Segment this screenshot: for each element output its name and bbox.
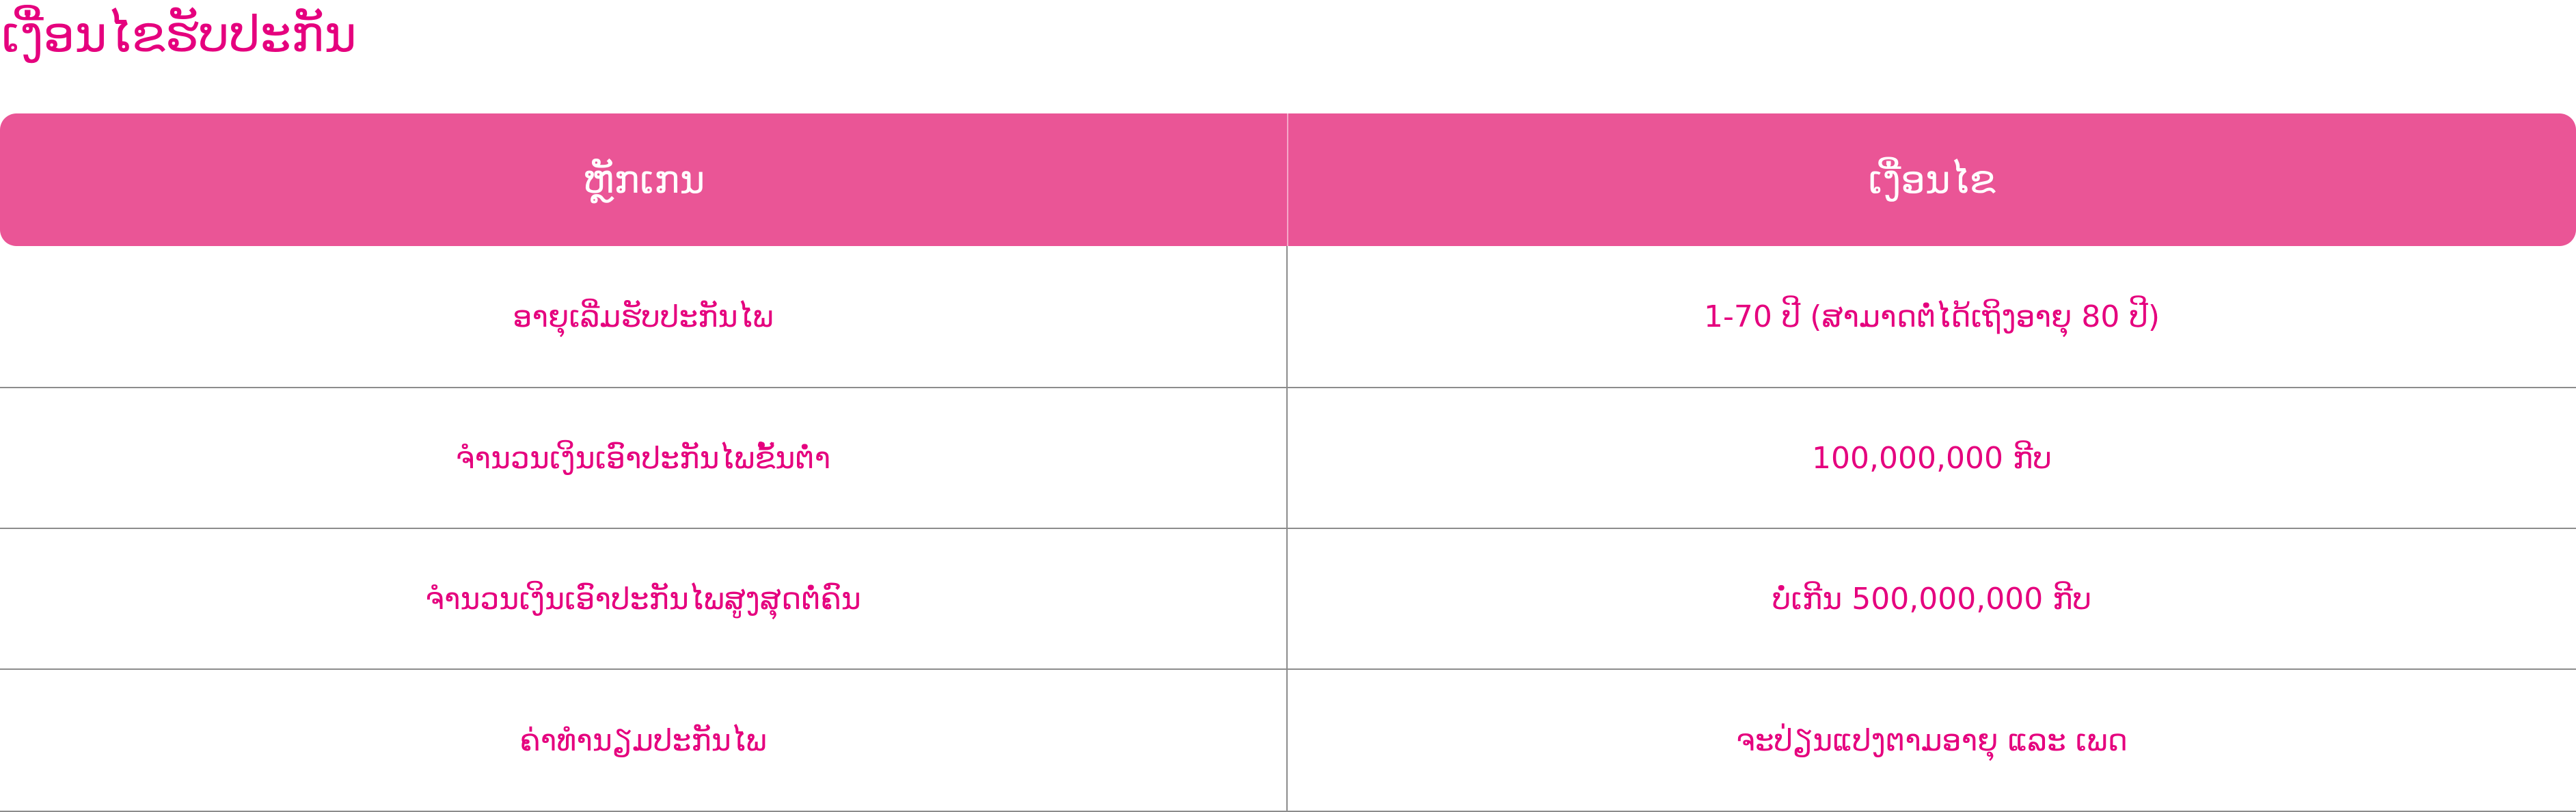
criteria-cell: ຈຳນວນເງິນເອົາປະກັນໄພສູງສຸດຕໍ່ຄົນ (0, 529, 1288, 668)
table-body: ອາຍຸເລີ່ມຮັບປະກັນໄພ 1-70 ປີ (ສາມາດຕໍ່ໄດ້… (0, 246, 2576, 812)
table-row: ຈຳນວນເງິນເອົາປະກັນໄພຂັ້ນຕ່ຳ 100,000,000 … (0, 388, 2576, 529)
criteria-cell: ອາຍຸເລີ່ມຮັບປະກັນໄພ (0, 246, 1288, 387)
table-header-row: ຫຼັກເກນ ເງື່ອນໄຂ (0, 113, 2576, 246)
header-divider (1287, 113, 1288, 246)
table-row: ຄ່າທຳນຽມປະກັນໄພ ຈະປ່ຽນແປງຕາມອາຍຸ ແລະ ເພດ (0, 670, 2576, 812)
table-row: ຈຳນວນເງິນເອົາປະກັນໄພສູງສຸດຕໍ່ຄົນ ບໍ່ເກີນ… (0, 529, 2576, 670)
condition-cell: ບໍ່ເກີນ 500,000,000 ກີບ (1772, 581, 2092, 617)
coverage-conditions-table: ຫຼັກເກນ ເງື່ອນໄຂ ອາຍຸເລີ່ມຮັບປະກັນໄພ 1-7… (0, 113, 2576, 812)
table-row: ອາຍຸເລີ່ມຮັບປະກັນໄພ 1-70 ປີ (ສາມາດຕໍ່ໄດ້… (0, 246, 2576, 388)
header-conditions: ເງື່ອນໄຂ (1868, 157, 1996, 202)
criteria-cell: ຄ່າທຳນຽມປະກັນໄພ (0, 670, 1288, 811)
criteria-cell: ຈຳນວນເງິນເອົາປະກັນໄພຂັ້ນຕ່ຳ (0, 388, 1288, 528)
condition-cell: ຈະປ່ຽນແປງຕາມອາຍຸ ແລະ ເພດ (1736, 722, 2128, 758)
page-title: ເງື່ອນໄຂຮັບປະກັນ (1, 5, 357, 63)
condition-cell: 1-70 ປີ (ສາມາດຕໍ່ໄດ້ເຖິງອາຍຸ 80 ປີ) (1703, 299, 2160, 334)
header-criteria: ຫຼັກເກນ (582, 157, 705, 202)
condition-cell: 100,000,000 ກີບ (1812, 440, 2052, 476)
